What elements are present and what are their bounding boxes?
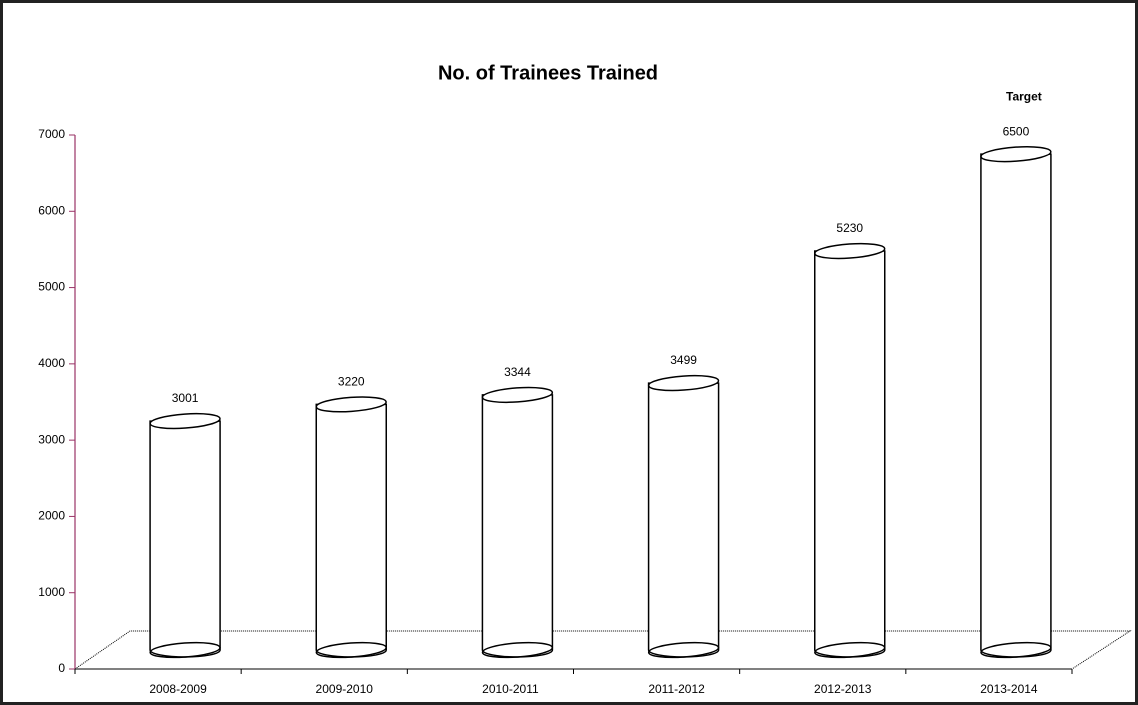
bar xyxy=(149,420,221,658)
value-label: 3344 xyxy=(504,365,531,379)
bar xyxy=(481,394,554,658)
bar-top xyxy=(315,396,387,413)
bar xyxy=(980,153,1052,658)
value-label: 6500 xyxy=(1003,124,1030,138)
value-label: 3499 xyxy=(670,353,697,367)
x-tick-label: 2010-2011 xyxy=(482,682,539,696)
bar-base xyxy=(315,641,387,659)
bar-base xyxy=(814,641,886,659)
bar xyxy=(315,403,387,658)
bar-top xyxy=(149,412,221,430)
y-tick-label: 6000 xyxy=(38,203,65,217)
x-tick-label: 2008-2009 xyxy=(149,682,207,696)
x-tick-label: 2009-2010 xyxy=(316,682,374,696)
bar-top xyxy=(647,374,720,392)
y-tick-label: 0 xyxy=(58,661,65,675)
x-tick-label: 2012-2013 xyxy=(814,682,872,696)
annotation: Target xyxy=(1006,89,1042,103)
bar-base xyxy=(647,641,720,659)
y-tick-label: 4000 xyxy=(38,356,65,370)
y-tick-label: 2000 xyxy=(38,509,65,523)
bar-top xyxy=(814,242,886,260)
value-label: 3220 xyxy=(338,375,365,389)
x-tick-label: 2011-2012 xyxy=(648,682,705,696)
y-tick-label: 1000 xyxy=(38,585,65,599)
bar-base xyxy=(149,641,221,659)
chart-title: No. of Trainees Trained xyxy=(438,62,658,84)
bar xyxy=(647,382,720,658)
y-tick-label: 3000 xyxy=(38,432,65,446)
y-tick-label: 7000 xyxy=(38,127,65,141)
y-tick-label: 5000 xyxy=(38,280,65,294)
x-tick-label: 2013-2014 xyxy=(980,682,1038,696)
value-label: 5230 xyxy=(836,221,863,235)
bar xyxy=(814,250,886,658)
bar-base xyxy=(481,641,554,659)
bar-top xyxy=(481,386,554,404)
bar-base xyxy=(980,641,1052,659)
value-label: 3001 xyxy=(172,391,199,405)
bar-top xyxy=(980,145,1052,163)
